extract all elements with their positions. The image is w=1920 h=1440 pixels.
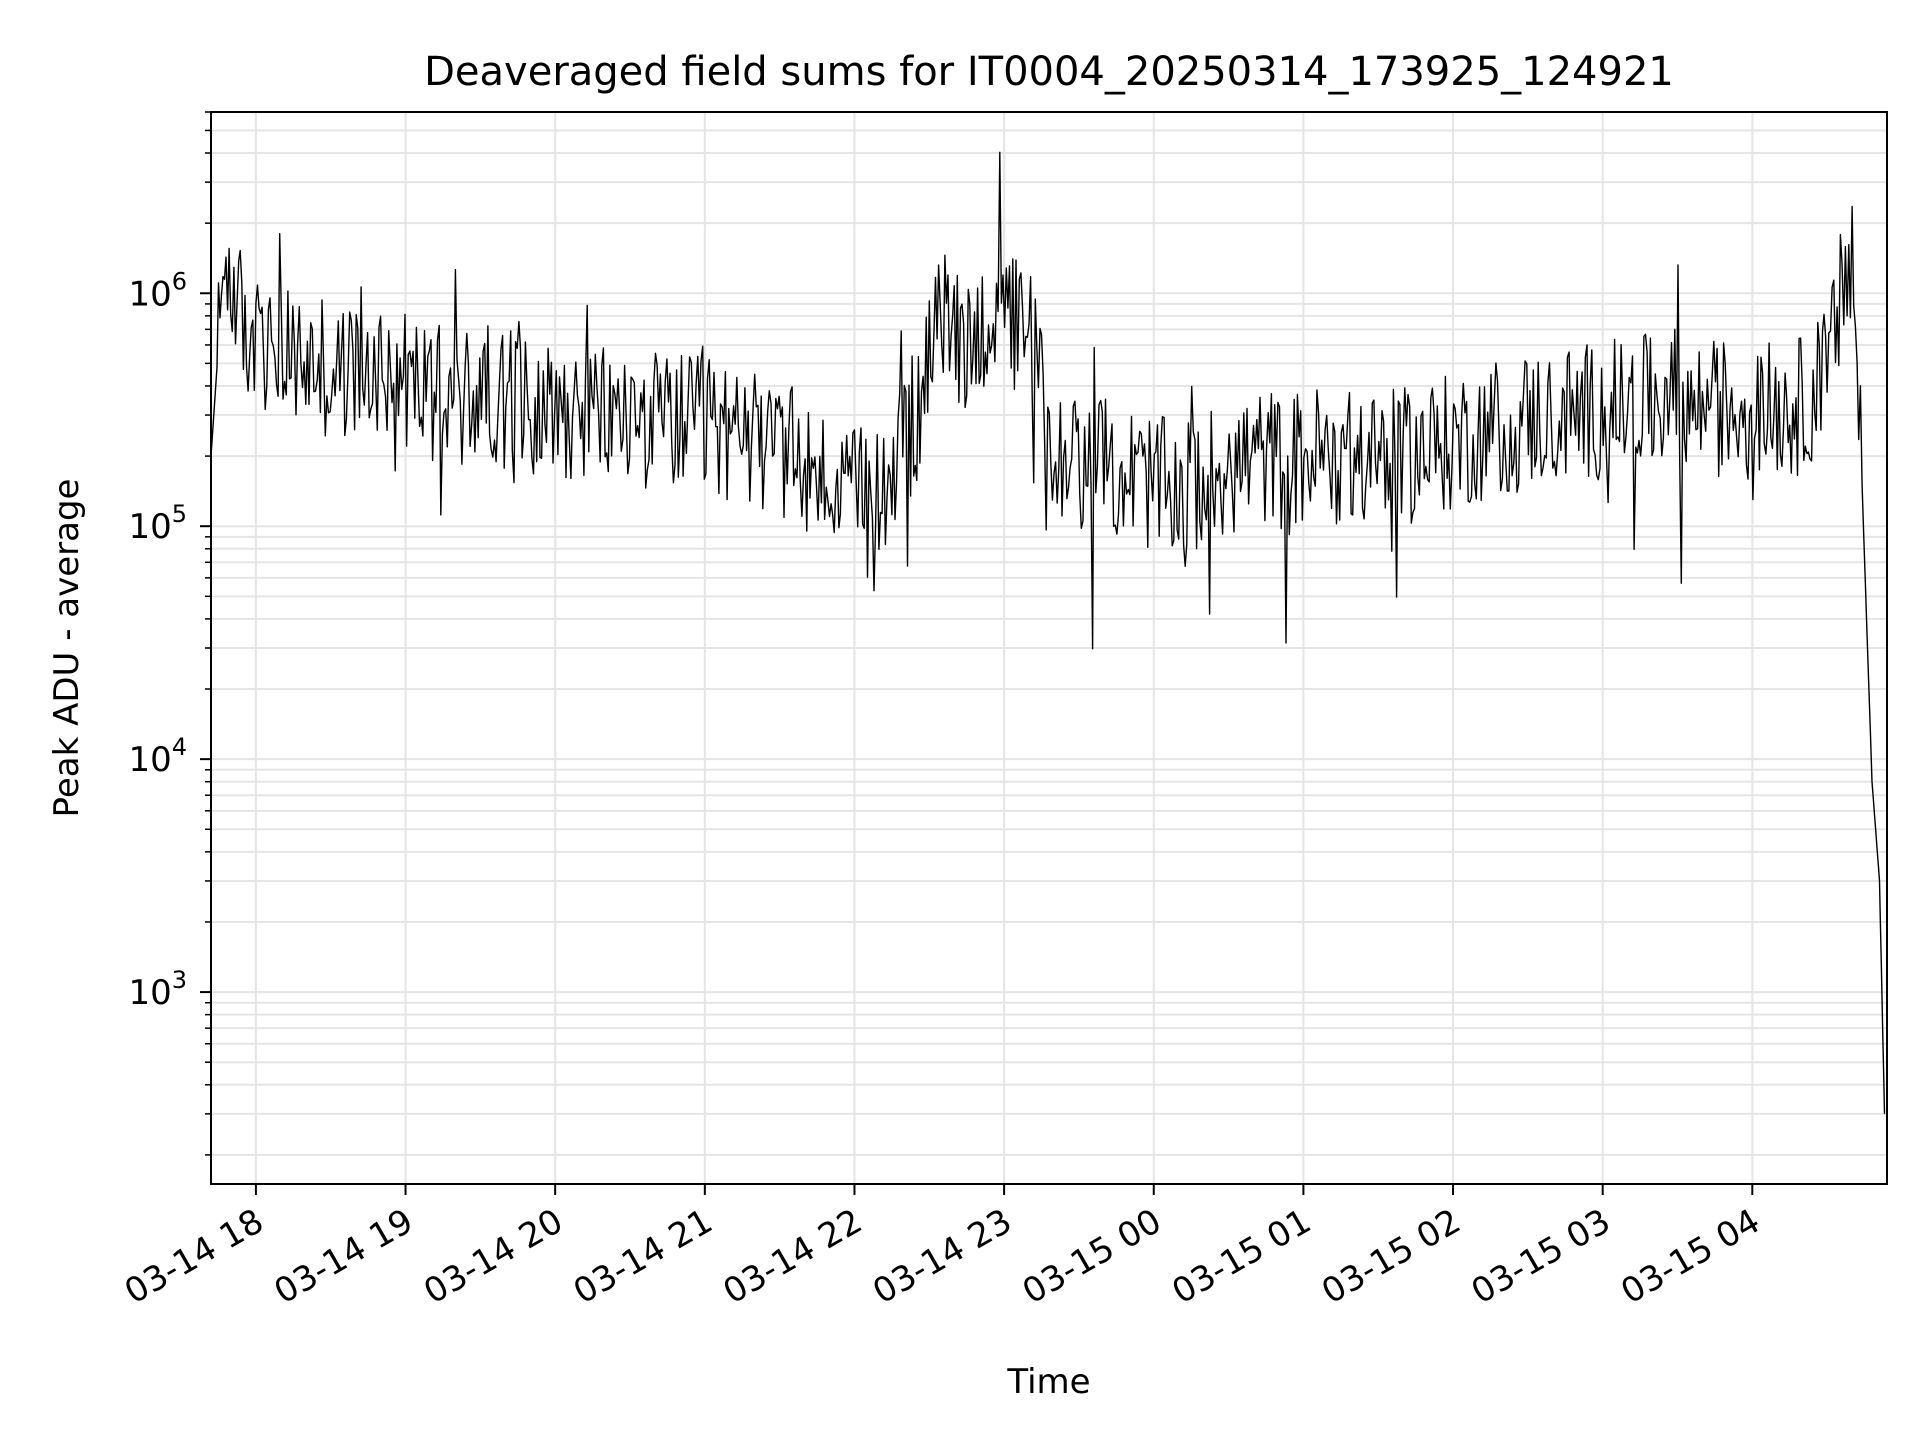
y-tick-label: 104 — [128, 733, 187, 780]
y-tick-label: 105 — [128, 500, 187, 547]
x-axis-label: Time — [1006, 1362, 1090, 1402]
y-axis-label: Peak ADU - average — [47, 479, 87, 818]
y-tick-label: 106 — [128, 267, 187, 314]
grid — [211, 111, 1887, 1184]
series-line-0 — [210, 151, 1886, 1114]
chart-title: Deaveraged field sums for IT0004_2025031… — [424, 49, 1674, 95]
y-tick-label: 103 — [128, 966, 187, 1013]
series-layer — [210, 151, 1886, 1114]
